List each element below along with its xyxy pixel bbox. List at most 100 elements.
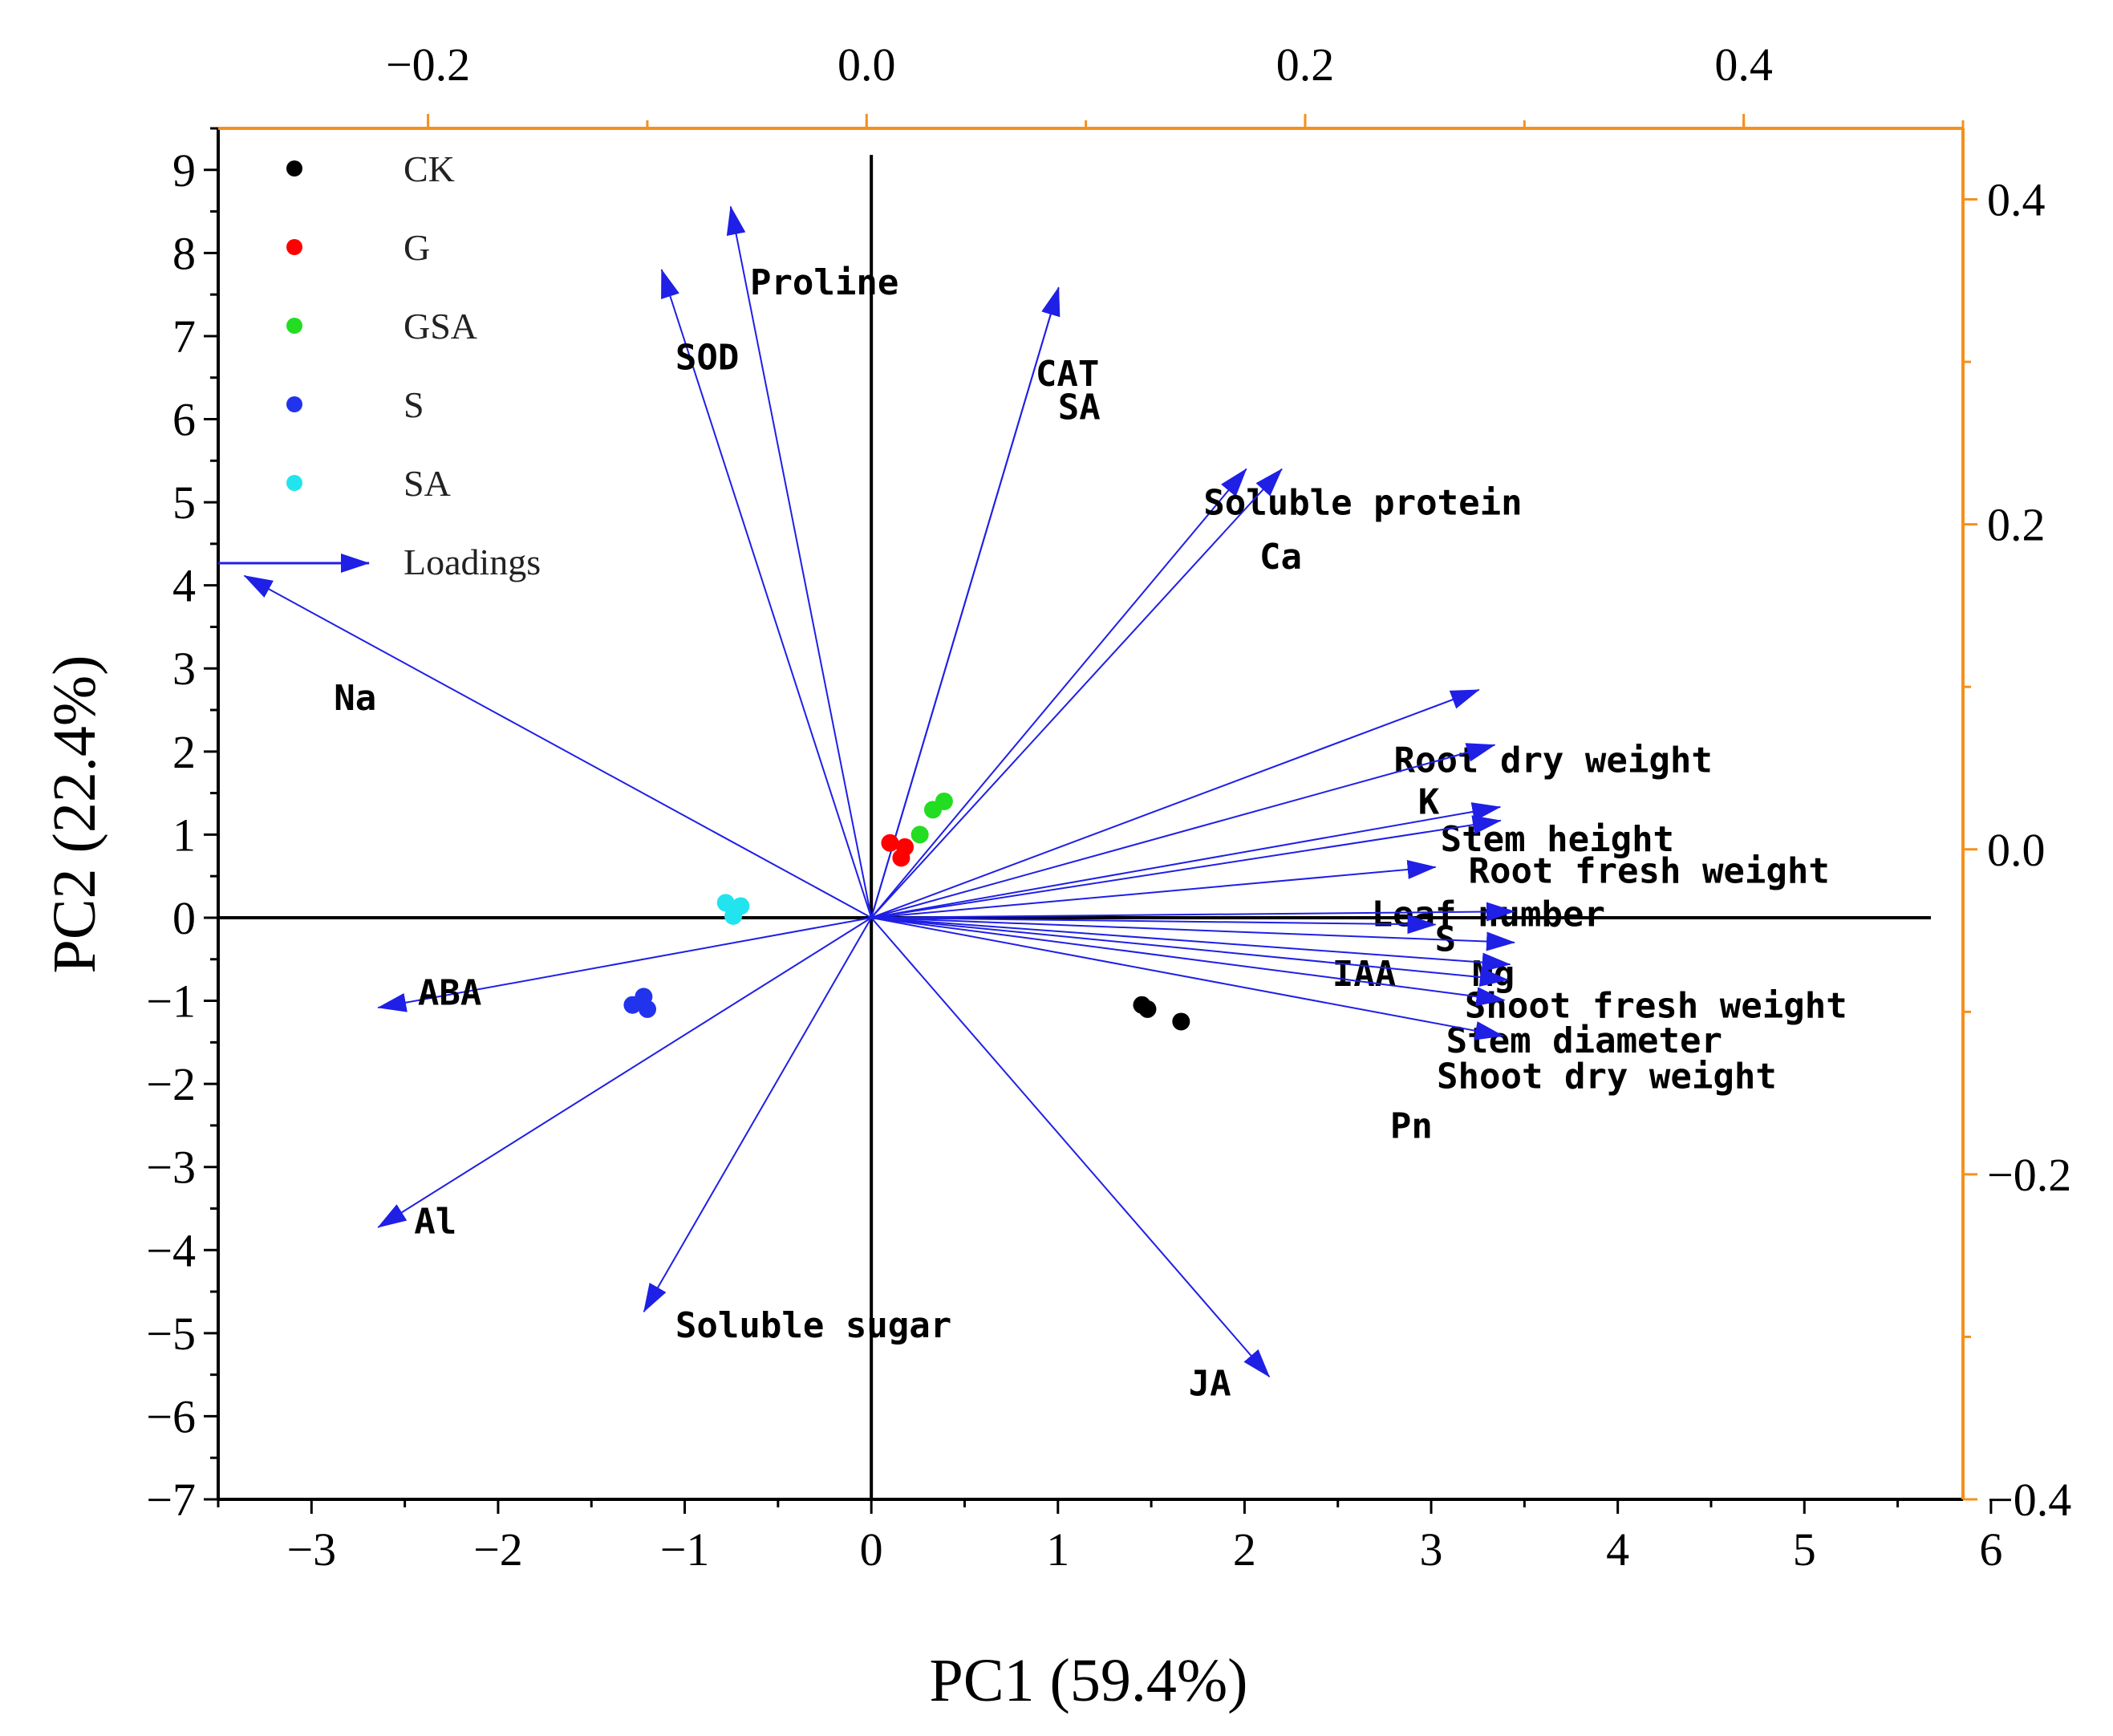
y-tick-label: 6 [172, 394, 196, 446]
loading-arrow [870, 743, 1496, 919]
legend-label: G [404, 227, 430, 268]
y-axis-title: PC2 (22.4%) [41, 655, 108, 974]
y-tick-label: 5 [172, 477, 196, 529]
y-tick-label: −5 [146, 1308, 196, 1360]
legend-marker [286, 318, 302, 334]
loading-arrow [377, 917, 872, 1228]
legend: CK G GSA S SA Loadings [218, 148, 541, 582]
y-tick-label: −4 [146, 1224, 196, 1276]
loading-label: Ca [1259, 537, 1302, 578]
axis-ticks: −3 −2 −1 0 1 2 3 4 5 6 −7 −6 −5 −4 −3 −2 −1 0 1 2 3 4 5 6 7 8 9 −0.… [146, 39, 2071, 1576]
loading-label: Root dry weight [1394, 740, 1713, 781]
loading-label: CAT [1036, 354, 1099, 395]
right-tick-label: −0.2 [1987, 1149, 2071, 1201]
loading-label: Na [334, 678, 376, 719]
score-point [935, 792, 953, 810]
loading-arrow [871, 916, 1506, 1007]
x-tick-label: 1 [1046, 1523, 1069, 1576]
legend-marker [286, 160, 302, 176]
loading-label: Stem diameter [1446, 1020, 1722, 1061]
legend-label: CK [404, 148, 455, 189]
right-tick-label: 0.4 [1987, 174, 2046, 226]
top-tick-label: −0.2 [386, 39, 470, 91]
legend-marker [286, 475, 302, 491]
top-tick-label: 0.4 [1714, 39, 1773, 91]
y-tick-label: 2 [172, 726, 196, 778]
legend-label: GSA [404, 306, 477, 347]
y-tick-label: 8 [172, 227, 196, 279]
top-tick-label: 0.0 [837, 39, 896, 91]
legend-label: S [404, 384, 424, 425]
loading-label: Pn [1390, 1105, 1433, 1146]
loading-arrow [870, 802, 1502, 919]
y-tick-label: 3 [172, 643, 196, 695]
loading-label: JA [1189, 1364, 1231, 1405]
loading-arrow [643, 917, 873, 1313]
right-tick-label: 0.0 [1987, 824, 2046, 876]
loading-arrow [871, 860, 1437, 919]
score-point [1172, 1012, 1190, 1031]
y-tick-label: −3 [146, 1142, 196, 1194]
score-point [732, 897, 750, 915]
x-tick-label: −2 [473, 1523, 523, 1576]
loading-arrow [377, 916, 872, 1012]
score-point [639, 1000, 657, 1018]
score-points [623, 792, 1190, 1031]
loading-arrow [870, 916, 1504, 1040]
legend-label: SA [404, 463, 451, 504]
score-point [716, 894, 735, 912]
loading-arrow [871, 815, 1502, 919]
loading-label: SOD [675, 337, 739, 378]
loading-label: Leaf number [1372, 894, 1605, 935]
loading-label: K [1418, 782, 1440, 823]
score-point [881, 834, 899, 852]
loading-arrow [871, 902, 1516, 922]
loading-label: SA [1058, 387, 1101, 428]
x-tick-label: −3 [286, 1523, 336, 1576]
x-tick-label: 6 [1979, 1523, 2002, 1576]
x-tick-label: 4 [1606, 1523, 1629, 1576]
x-tick-label: 5 [1793, 1523, 1816, 1576]
loading-arrow [870, 917, 1271, 1378]
loading-label: Shoot fresh weight [1465, 985, 1847, 1026]
y-tick-label: 1 [172, 809, 196, 861]
loading-arrow [243, 574, 872, 919]
loading-arrow [871, 916, 1509, 987]
y-tick-label: −6 [146, 1390, 196, 1442]
loading-arrow [870, 688, 1480, 919]
loading-label: Shoot dry weight [1437, 1056, 1777, 1097]
x-tick-label: 3 [1420, 1523, 1443, 1576]
loading-arrow [726, 205, 873, 919]
loading-label: ABA [418, 973, 481, 1014]
right-tick-label: 0.2 [1987, 499, 2046, 551]
legend-marker [286, 239, 302, 255]
score-point [1138, 1000, 1157, 1018]
loading-arrow [871, 916, 1511, 972]
y-tick-label: 7 [172, 310, 196, 363]
loading-label: Soluble sugar [675, 1305, 951, 1346]
loading-arrow [870, 468, 1247, 919]
y-tick-label: −1 [146, 975, 196, 1028]
x-tick-label: −1 [660, 1523, 710, 1576]
y-tick-label: −7 [146, 1474, 196, 1526]
loading-label: Root fresh weight [1469, 850, 1830, 891]
score-point [910, 825, 929, 844]
loading-arrow [870, 468, 1283, 919]
right-tick-label: −0.4 [1987, 1474, 2071, 1526]
y-tick-label: 4 [172, 560, 196, 612]
zero-lines [218, 155, 1931, 1499]
legend-marker [286, 396, 302, 412]
loading-arrow [871, 915, 1437, 935]
loading-arrow [870, 286, 1061, 919]
loading-label: Al [414, 1202, 456, 1243]
plot-frame [217, 127, 1965, 1501]
loading-label: Proline [750, 262, 898, 303]
loading-arrow [660, 269, 873, 919]
legend-label: Loadings [404, 541, 541, 582]
loading-arrow [871, 916, 1516, 951]
x-tick-label: 0 [860, 1523, 883, 1576]
score-point [892, 849, 910, 867]
loading-label: IAA [1332, 954, 1396, 995]
